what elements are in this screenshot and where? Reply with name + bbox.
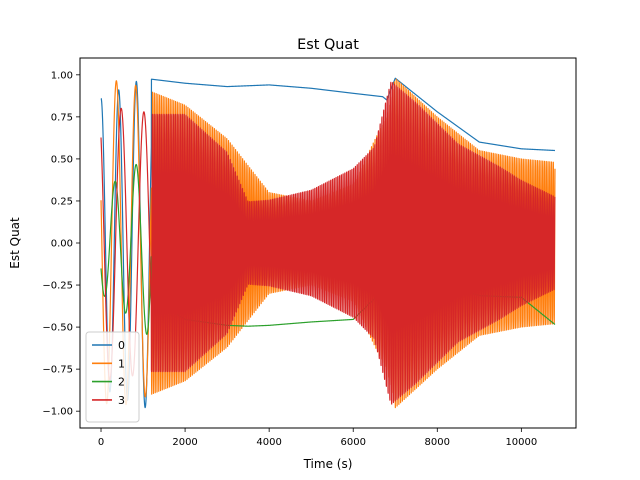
x-axis-label: Time (s) [303,457,353,471]
x-tick-label: 4000 [256,437,281,448]
x-tick-label: 0 [98,437,104,448]
y-tick-label: −0.50 [42,323,73,334]
legend-label-0: 0 [118,339,125,352]
x-tick-label: 6000 [340,437,365,448]
y-tick-label: −1.00 [42,407,73,418]
x-axis: 0 2000 4000 6000 8000 10000 [98,428,537,448]
legend: 0 1 2 3 [85,331,140,423]
y-axis: −1.00 −0.75 −0.50 −0.25 0.00 0.25 0.50 0.75 1.00 [42,70,80,418]
series-line-3 [100,81,556,405]
y-tick-label: −0.25 [42,281,73,292]
y-tick-label: 1.00 [51,70,73,81]
legend-label-2: 2 [118,376,125,389]
chart-title: Est Quat [297,37,359,53]
y-tick-label: 0.25 [51,196,73,207]
y-tick-label: 0.50 [51,154,73,165]
x-tick-label: 8000 [425,437,450,448]
y-tick-label: 0.75 [51,112,73,123]
x-tick-label: 10000 [505,437,537,448]
series-line-0 [100,77,556,409]
series-layer [100,77,556,409]
x-tick-label: 2000 [172,437,197,448]
y-axis-label: Est Quat [8,217,22,269]
y-tick-label: 0.00 [51,239,73,250]
y-tick-label: −0.75 [42,365,73,376]
legend-label-3: 3 [118,394,125,407]
legend-label-1: 1 [118,357,125,370]
